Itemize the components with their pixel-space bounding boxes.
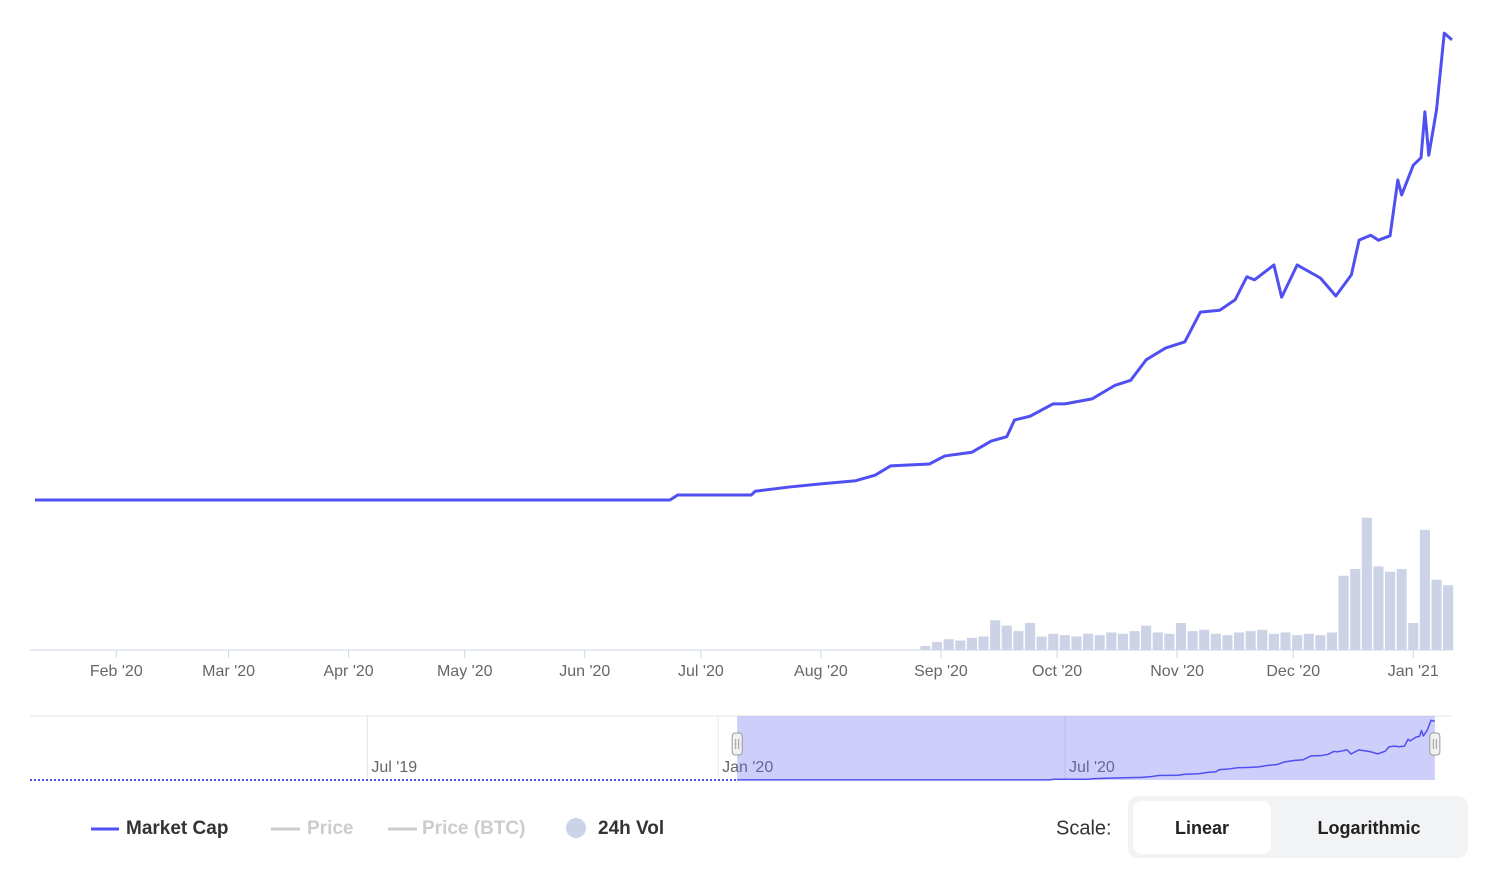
volume-bar: [932, 641, 943, 650]
volume-bar: [966, 637, 977, 650]
volume-bar: [1384, 571, 1396, 650]
volume-bar: [1036, 636, 1047, 650]
volume-bar: [1234, 632, 1245, 650]
scale-option[interactable]: Linear: [1175, 818, 1229, 838]
navigator-handle[interactable]: [1429, 732, 1441, 756]
volume-bar: [1373, 566, 1384, 650]
volume-bar: [1419, 529, 1430, 650]
volume-bar: [1303, 633, 1314, 650]
legend-label[interactable]: Price: [307, 818, 353, 839]
volume-bar: [1199, 629, 1210, 650]
navigator-tick-label: Jan '20: [722, 759, 773, 776]
volume-bar: [955, 640, 966, 650]
x-tick-label: Jan '21: [1388, 663, 1439, 680]
volume-bar: [1338, 575, 1349, 650]
legend-label[interactable]: 24h Vol: [598, 818, 664, 839]
volume-bar: [1013, 631, 1024, 650]
volume-bar: [1001, 625, 1012, 650]
x-tick-label: Jul '20: [678, 663, 724, 680]
volume-bar: [1315, 635, 1326, 650]
volume-bar: [1141, 625, 1152, 650]
navigator-handle[interactable]: [731, 732, 743, 756]
x-tick-label: Apr '20: [323, 663, 373, 680]
volume-bar: [1210, 633, 1221, 650]
x-tick-label: Dec '20: [1266, 663, 1320, 680]
x-tick-label: Nov '20: [1150, 663, 1204, 680]
legend-symbol: [566, 818, 586, 838]
volume-bar: [1187, 631, 1198, 650]
navigator-selection: [737, 716, 1435, 780]
volume-bar: [1326, 632, 1338, 650]
volume-bar: [1071, 636, 1082, 650]
volume-bar: [1431, 579, 1442, 650]
navigator-tick-label: Jul '20: [1069, 759, 1115, 776]
scale-label: Scale:: [1056, 817, 1112, 839]
volume-bar: [920, 645, 931, 650]
x-tick-label: Aug '20: [794, 663, 848, 680]
volume-bar: [990, 620, 1001, 650]
volume-bar: [1152, 632, 1163, 650]
volume-bar: [1361, 517, 1372, 650]
market-cap-line: [35, 31, 1453, 502]
legend-label[interactable]: Price (BTC): [422, 818, 525, 839]
scale-option[interactable]: Logarithmic: [1317, 818, 1420, 838]
x-tick-label: Sep '20: [914, 663, 968, 680]
volume-bar: [1164, 633, 1175, 650]
navigator-tick-label: Jul '19: [371, 759, 417, 776]
x-tick-label: Feb '20: [90, 663, 143, 680]
volume-bar: [1222, 635, 1233, 650]
volume-bar: [978, 636, 989, 650]
x-tick-label: Jun '20: [559, 663, 610, 680]
volume-bar: [1048, 633, 1059, 650]
navigator-line: [737, 719, 1436, 781]
volume-bar: [943, 639, 954, 650]
volume-bar: [1106, 632, 1117, 650]
volume-bar: [1175, 623, 1187, 650]
volume-bar: [1292, 635, 1303, 650]
volume-bar: [1280, 632, 1291, 650]
volume-bar: [1129, 631, 1140, 650]
x-tick-label: Mar '20: [202, 663, 255, 680]
volume-bar: [1257, 629, 1268, 650]
x-tick-label: Oct '20: [1032, 663, 1082, 680]
volume-bar: [1350, 569, 1361, 650]
volume-bar: [1443, 585, 1454, 650]
volume-bar: [1024, 623, 1036, 650]
volume-bar: [1094, 635, 1105, 650]
volume-bar: [1117, 633, 1128, 650]
volume-bar: [1408, 623, 1419, 650]
volume-bar: [1268, 633, 1279, 650]
volume-bar: [1059, 635, 1070, 650]
x-tick-label: May '20: [437, 663, 493, 680]
scale-button[interactable]: [1133, 801, 1271, 854]
volume-bar: [1396, 569, 1407, 650]
legend-label[interactable]: Market Cap: [126, 818, 228, 839]
volume-bar: [1245, 631, 1256, 650]
volume-bar: [1083, 633, 1094, 650]
